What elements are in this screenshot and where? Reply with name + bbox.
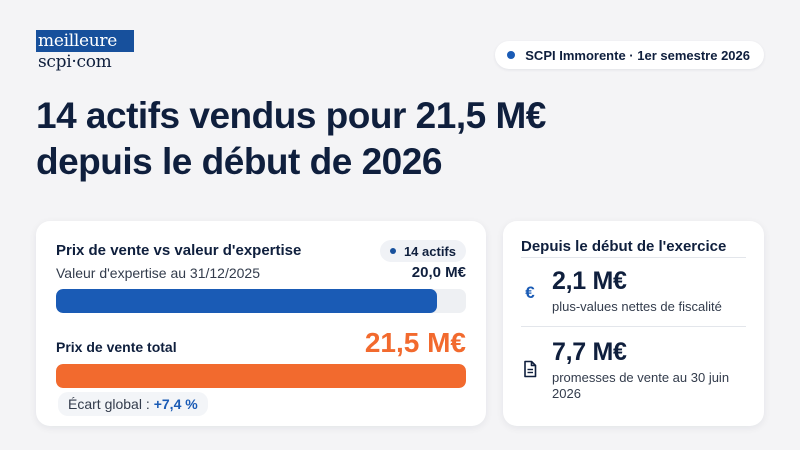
bar-track-expertise — [56, 289, 466, 313]
gap-label: Écart global : — [68, 396, 150, 412]
brand-logo[interactable]: meilleure scpi·com — [36, 30, 134, 72]
badge-label: SCPI Immorente · 1er semestre 2026 — [525, 47, 750, 63]
stat-value-sale-promises: 7,7 M€ — [552, 338, 627, 366]
divider — [521, 257, 746, 258]
value-label-expertise: 20,0 M€ — [411, 264, 466, 281]
headline-line-2: depuis le début de 2026 — [36, 141, 442, 182]
category-label-expertise: Valeur d'expertise au 31/12/2025 — [56, 265, 261, 281]
assets-count-badge: 14 actifs — [379, 240, 466, 262]
badge-dot-icon — [507, 51, 516, 59]
logo-wordmark-top: meilleure — [36, 30, 134, 52]
gap-value: +7,4 % — [153, 396, 198, 412]
value-label-sale-price: 21,5 M€ — [364, 327, 466, 358]
stat-desc-capital-gains: plus-values nettes de fiscalité — [552, 299, 722, 314]
stats-title: Depuis le début de l'exercice — [521, 238, 727, 255]
stat-value-capital-gains: 2,1 M€ — [552, 267, 627, 295]
year-to-date-card: Depuis le début de l'exercice € 2,1 M€ p… — [503, 221, 764, 426]
price-comparison-card: Prix de vente vs valeur d'expertise 14 a… — [36, 221, 486, 426]
document-icon — [521, 360, 539, 378]
euro-icon: € — [525, 283, 535, 302]
page-headline: 14 actifs vendus pour 21,5 M€ depuis le … — [36, 93, 676, 185]
bar-sale-price — [56, 364, 466, 388]
category-label-sale-price: Prix de vente total — [56, 339, 177, 355]
stat-desc-sale-promises: promesses de vente au 30 juin 2026 — [552, 370, 730, 401]
headline-line-1: 14 actifs vendus pour 21,5 M€ — [36, 95, 546, 136]
scpi-period-badge: SCPI Immorente · 1er semestre 2026 — [495, 41, 764, 69]
logo-wordmark-bottom: scpi·com — [38, 52, 112, 72]
divider — [521, 326, 746, 327]
bar-track-sale-price — [56, 364, 466, 388]
chart-title: Prix de vente vs valeur d'expertise — [56, 242, 302, 259]
global-gap-badge: Écart global : +7,4 % — [58, 392, 208, 416]
assets-count-label: 14 actifs — [403, 243, 456, 259]
bar-expertise-value — [56, 289, 438, 313]
count-dot-icon — [389, 248, 396, 254]
